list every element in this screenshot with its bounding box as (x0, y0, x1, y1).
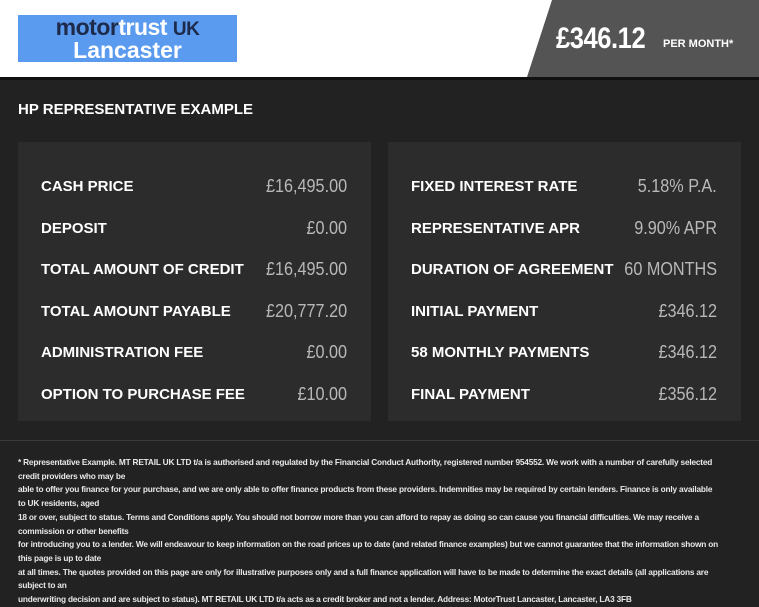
row-label: FINAL PAYMENT (411, 385, 530, 403)
footnote: * Representative Example. MT RETAIL UK L… (18, 457, 718, 605)
finance-row: DURATION OF AGREEMENT 60 MONTHS (411, 249, 717, 291)
finance-row: FIXED INTEREST RATE 5.18% P.A. (411, 166, 717, 208)
price-box (527, 0, 759, 77)
row-label: TOTAL AMOUNT PAYABLE (41, 302, 231, 320)
row-label: TOTAL AMOUNT OF CREDIT (41, 261, 244, 279)
row-value: £346.12 (658, 300, 717, 321)
finance-row: FINAL PAYMENT £356.12 (411, 374, 717, 416)
row-label: ADMINISTRATION FEE (41, 344, 204, 362)
monthly-price: £346.12 (556, 22, 646, 55)
row-label: 58 MONTHLY PAYMENTS (411, 344, 590, 362)
finance-row: INITIAL PAYMENT £346.12 (411, 291, 717, 333)
section-title: HP REPRESENTATIVE EXAMPLE (18, 101, 254, 118)
row-value: £16,495.00 (265, 176, 347, 197)
row-label: DEPOSIT (41, 219, 107, 237)
row-value: £10.00 (297, 383, 347, 404)
per-month-label: PER MONTH* (663, 38, 734, 50)
finance-row: TOTAL AMOUNT OF CREDIT £16,495.00 (41, 249, 347, 291)
left-panel: CASH PRICE £16,495.00 DEPOSIT £0.00 TOTAL AM… (18, 142, 371, 421)
row-label: CASH PRICE (41, 178, 134, 196)
row-value: £356.12 (658, 383, 717, 404)
finance-row: TOTAL AMOUNT PAYABLE £20,777.20 (41, 291, 347, 333)
row-label: FIXED INTEREST RATE (411, 178, 578, 196)
header: motortrust UK Lancaster £346.12 PER MONT… (0, 0, 759, 77)
logo[interactable]: motortrust UK Lancaster (18, 15, 237, 62)
finance-row: ADMINISTRATION FEE £0.00 (41, 332, 347, 374)
finance-row: CASH PRICE £16,495.00 (41, 166, 347, 208)
finance-row: REPRESENTATIVE APR 9.90% APR (411, 208, 717, 250)
row-value: £0.00 (306, 342, 347, 363)
finance-row: 58 MONTHLY PAYMENTS £346.12 (411, 332, 717, 374)
row-value: 9.90% APR (634, 217, 717, 238)
row-value: £20,777.20 (265, 300, 347, 321)
row-value: £0.00 (306, 217, 347, 238)
finance-row: DEPOSIT £0.00 (41, 208, 347, 250)
row-value: £346.12 (658, 342, 717, 363)
row-label: DURATION OF AGREEMENT (411, 261, 614, 279)
row-label: OPTION TO PURCHASE FEE (41, 385, 245, 403)
row-label: REPRESENTATIVE APR (411, 219, 580, 237)
row-label: INITIAL PAYMENT (411, 302, 539, 320)
right-panel: FIXED INTEREST RATE 5.18% P.A. REPRESENTAT… (388, 142, 741, 421)
row-value: 5.18% P.A. (638, 176, 717, 197)
header-divider (0, 77, 759, 80)
row-value: £16,495.00 (265, 259, 347, 280)
row-value: 60 MONTHS (624, 259, 717, 280)
finance-row: OPTION TO PURCHASE FEE £10.00 (41, 374, 347, 416)
divider (0, 440, 759, 441)
